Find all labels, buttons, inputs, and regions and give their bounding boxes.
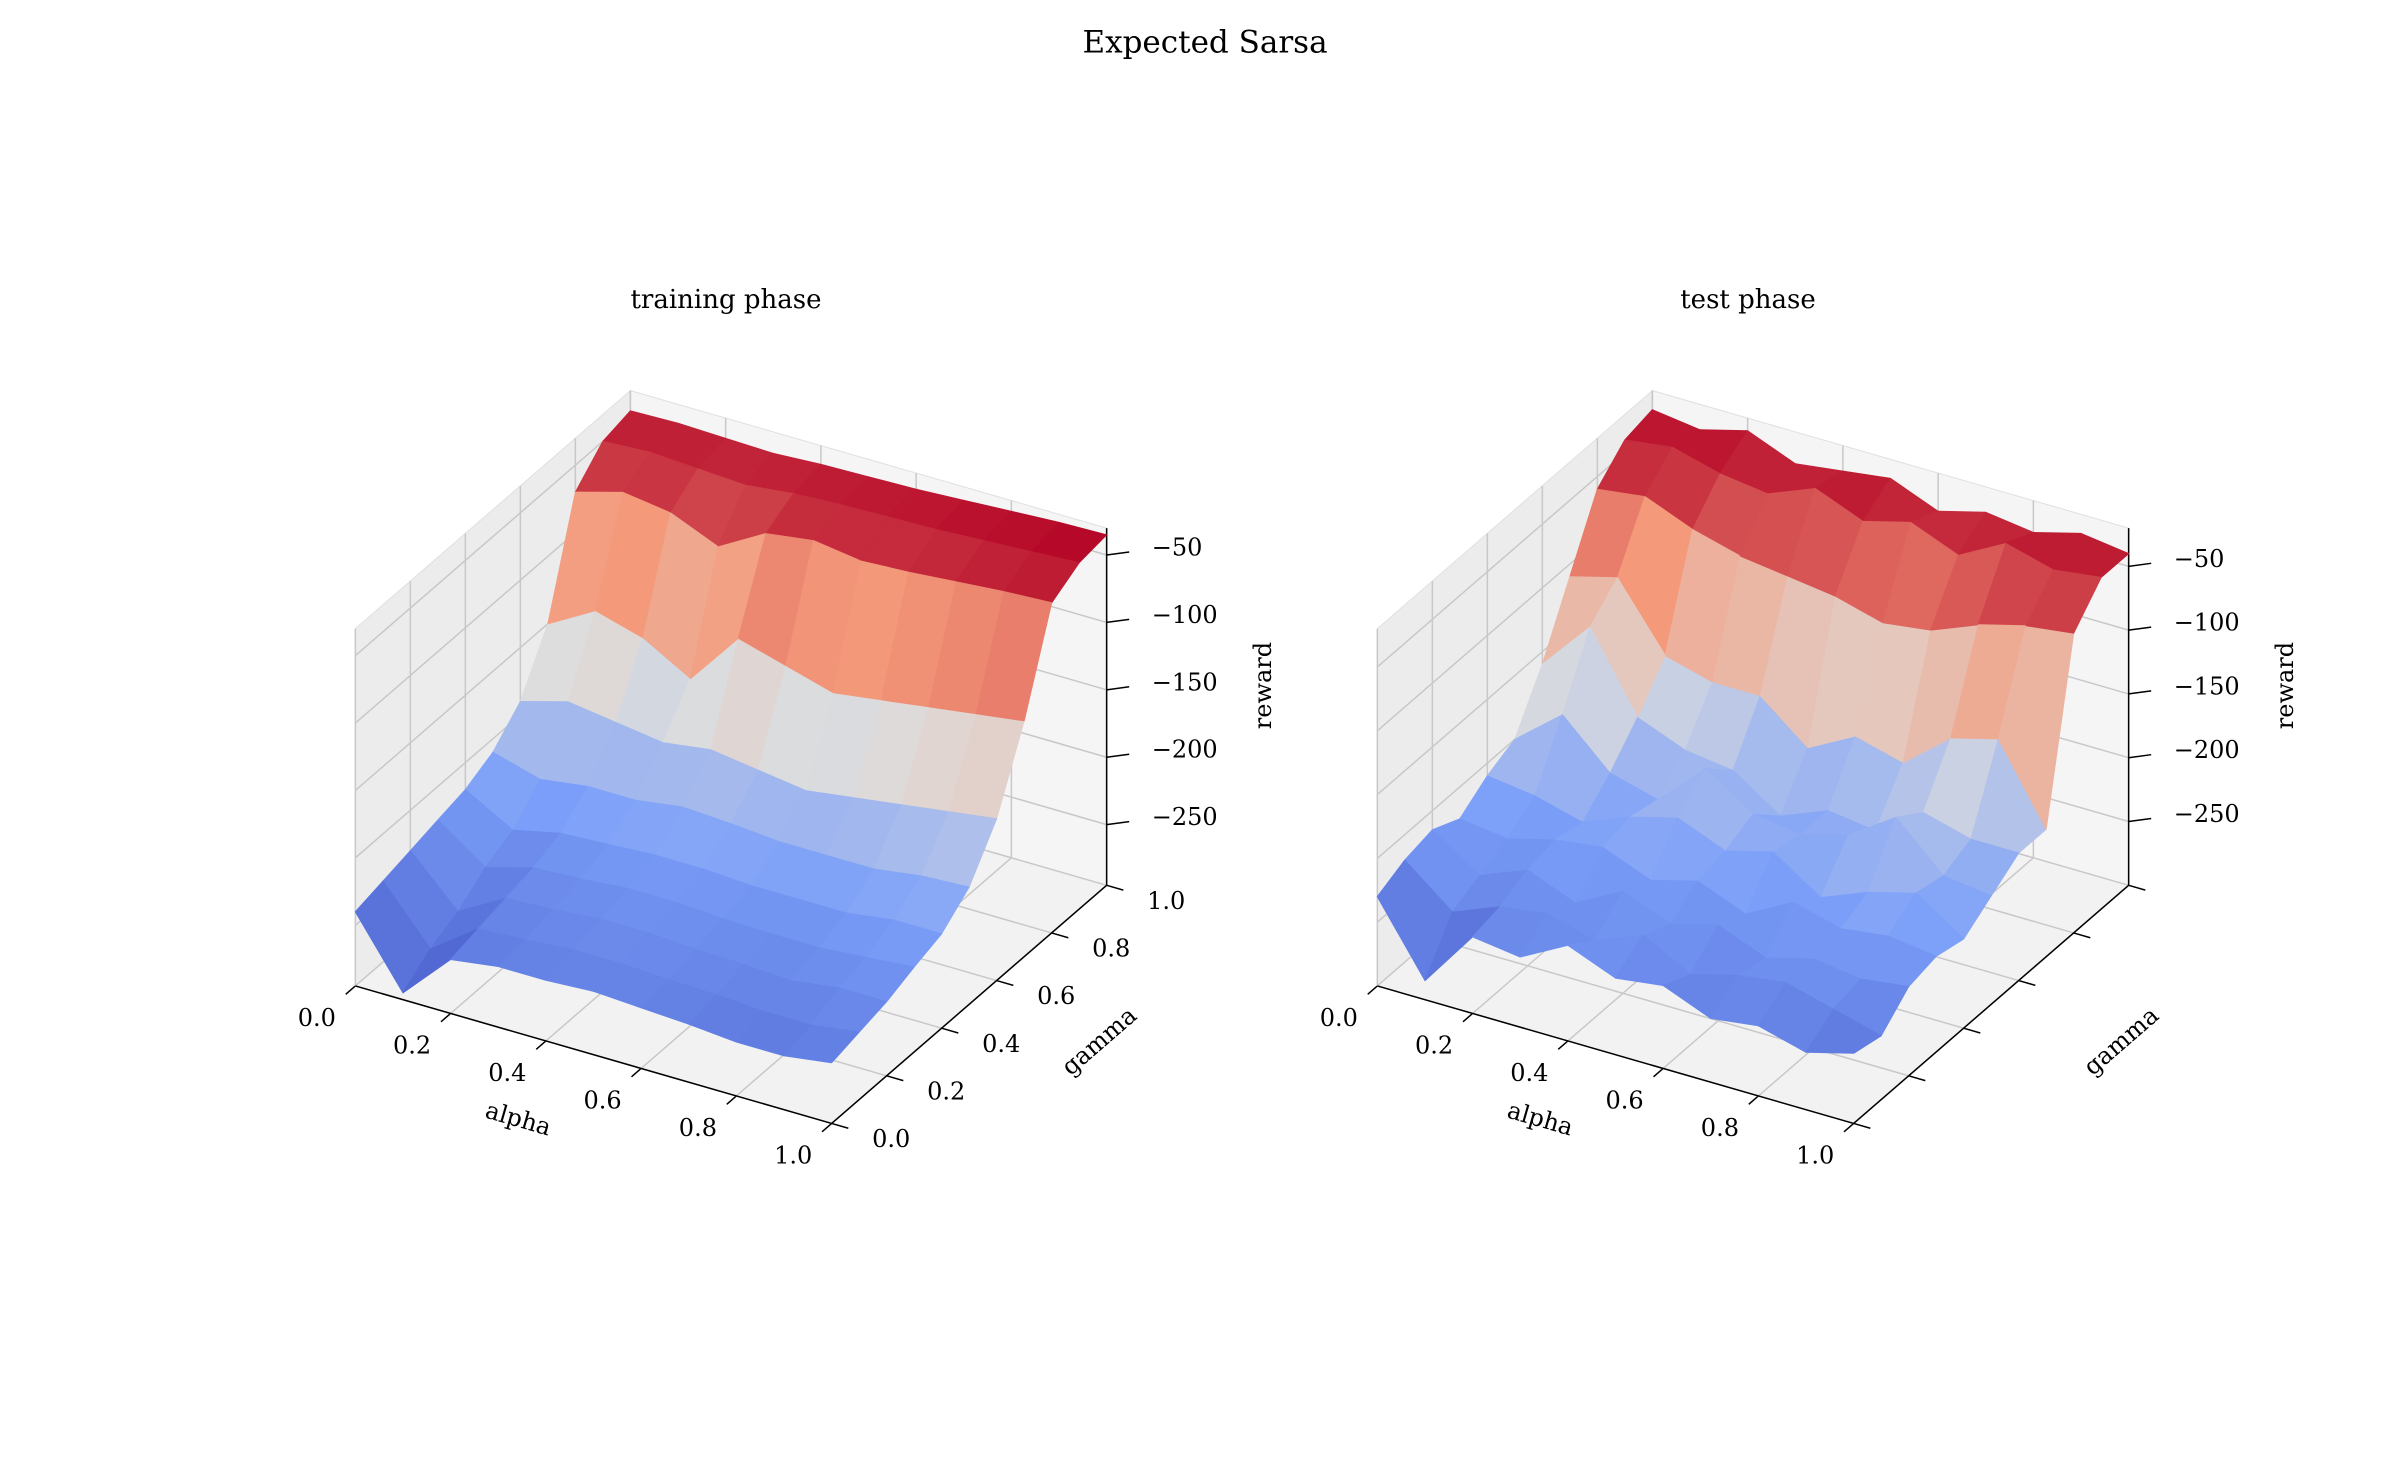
x-tick-label: 0.0 [298,1004,336,1032]
surface-face [1805,1008,1882,1054]
tick-mark [2128,626,2152,631]
x-tick-label: 0.2 [393,1031,431,1059]
z-tick-label: −250 [2174,800,2240,828]
subplot-title: training phase [630,285,821,315]
y-axis [831,884,1108,1125]
surface-face [2025,569,2102,634]
y-tick-label: 0.0 [872,1125,910,1153]
z-tick-label: −50 [1152,533,1203,561]
tick-mark [1653,1067,1664,1078]
grid-line [354,416,631,657]
x-tick-label: 0.0 [1320,1004,1358,1032]
x-axis [355,985,832,1125]
tick-mark [2128,690,2152,695]
tick-mark [1963,1027,1981,1034]
tick-mark [1051,932,1069,939]
y-tick-label: 1.0 [1147,887,1185,915]
z-tick-label: −100 [1152,601,1218,629]
x-tick-label: 0.8 [1701,1114,1739,1142]
tick-mark [1908,1075,1926,1082]
tick-mark [2128,817,2152,823]
surface-face [976,591,1053,722]
tick-mark [1106,686,1130,691]
tick-mark [1462,1012,1474,1023]
tick-mark [886,1075,904,1082]
tick-mark [1748,1095,1759,1105]
subplot-title: test phase [1680,285,1816,315]
tick-mark [1106,618,1130,624]
tick-mark [821,1122,833,1133]
z-tick-label: −200 [2174,736,2240,764]
z-tick-label: −150 [1152,668,1218,696]
y-tick-label: 0.6 [1037,982,1075,1010]
x-tick-label: 0.8 [679,1114,717,1142]
tick-mark [1367,985,1378,995]
x-tick-label: 0.2 [1415,1031,1453,1059]
tick-mark [1843,1122,1855,1133]
tick-mark [726,1095,737,1105]
tick-mark [345,985,356,995]
tick-mark [2018,979,2036,987]
z-tick-label: −200 [1152,736,1218,764]
z-tick-label: −150 [2174,672,2240,700]
tick-mark [2128,562,2152,568]
tick-mark [1106,551,1130,556]
x-tick-label: 0.6 [584,1086,622,1114]
subplot: test phase 0.0 0.2 0.4 0.6 0.8 1.0 −250 −200 −150… [1320,285,2299,1169]
x-tick-label: 1.0 [774,1141,812,1169]
tick-mark [1106,753,1130,758]
x-tick-label: 0.6 [1606,1086,1644,1114]
tick-mark [2128,884,2146,891]
tick-mark [535,1040,547,1050]
tick-mark [996,979,1014,987]
z-tick-label: −100 [2174,609,2240,637]
grid-line [1376,428,1653,668]
x-tick-label: 1.0 [1796,1141,1834,1169]
tick-mark [1557,1040,1569,1050]
tick-mark [2073,932,2091,939]
tick-mark [1106,820,1130,826]
tick-mark [1106,884,1124,891]
z-tick-label: −250 [1152,803,1218,831]
tick-mark [941,1027,959,1034]
y-tick-label: 0.2 [927,1077,965,1105]
z-axis-label: reward [1249,642,1277,729]
z-axis-label: reward [2271,642,2299,729]
x-axis [1377,985,1854,1125]
tick-mark [1853,1122,1871,1129]
figure-title: Expected Sarsa [1082,25,1327,61]
tick-mark [631,1067,642,1078]
tick-mark [440,1012,452,1023]
y-axis [1853,884,2130,1125]
y-tick-label: 0.4 [982,1030,1020,1058]
surface-face [783,1024,860,1064]
z-tick-label: −50 [2174,545,2225,573]
x-tick-label: 0.4 [488,1059,526,1087]
tick-mark [831,1122,849,1129]
tick-mark [2128,753,2152,759]
x-tick-label: 0.4 [1510,1059,1548,1087]
y-tick-label: 0.8 [1092,935,1130,963]
